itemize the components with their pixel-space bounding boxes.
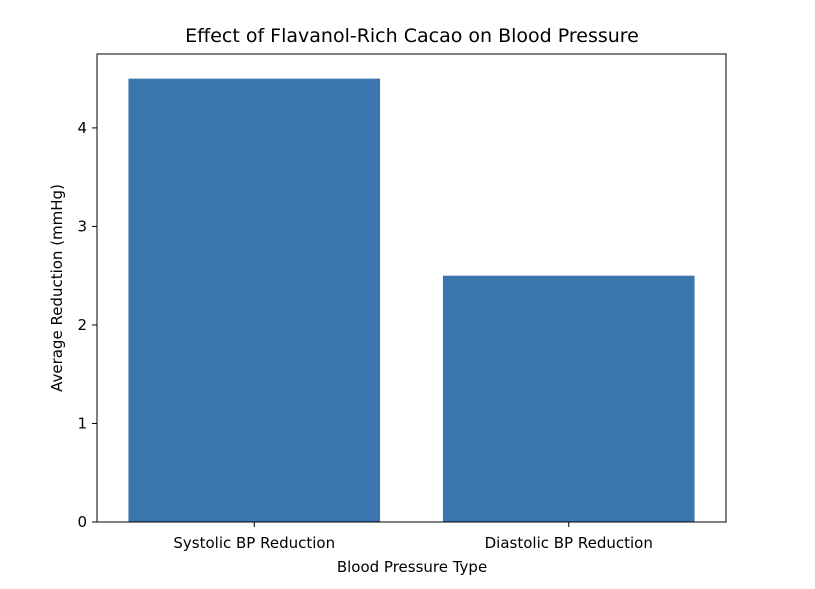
- y-axis-label: Average Reduction (mmHg): [48, 184, 66, 392]
- x-tick-label: Diastolic BP Reduction: [485, 534, 653, 552]
- x-axis-label: Blood Pressure Type: [337, 558, 487, 576]
- plot-frame: [96, 53, 727, 523]
- y-tick-label: 3: [77, 217, 87, 235]
- y-tick-label: 1: [77, 414, 87, 432]
- chart-title: Effect of Flavanol-Rich Cacao on Blood P…: [185, 25, 639, 47]
- x-axis-ticks: Systolic BP Reduction Diastolic BP Reduct…: [173, 522, 653, 552]
- bar-1: [442, 275, 695, 522]
- bars-layer: [128, 78, 695, 522]
- y-tick-label: 4: [77, 119, 87, 137]
- y-tick-label: 0: [77, 513, 87, 531]
- x-tick-label: Systolic BP Reduction: [173, 534, 335, 552]
- y-axis-ticks: 0 1 2 3 4: [77, 119, 97, 531]
- bar-0: [128, 78, 381, 522]
- y-tick-label: 2: [77, 316, 87, 334]
